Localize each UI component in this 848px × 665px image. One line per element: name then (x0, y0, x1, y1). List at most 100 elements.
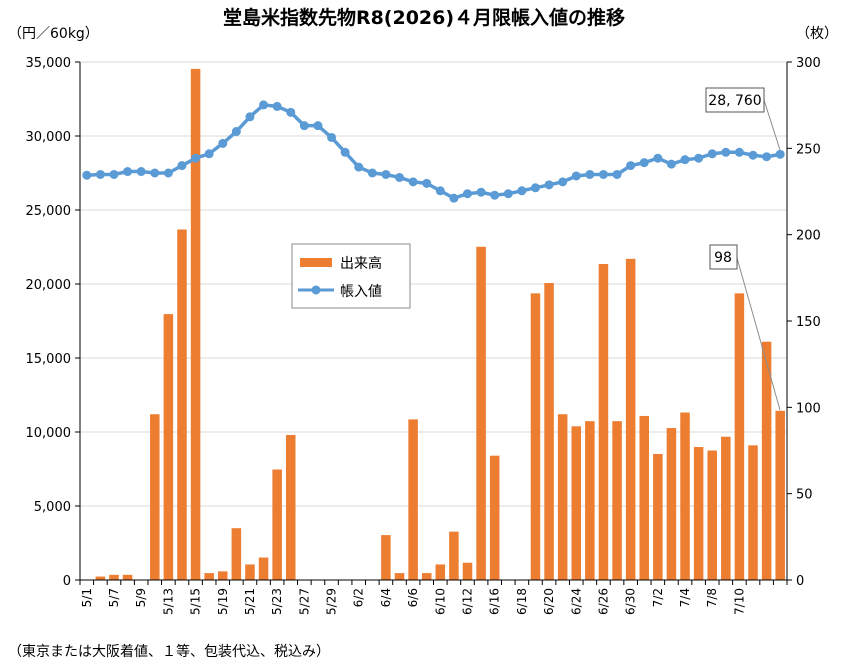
right-tick-label: 250 (796, 142, 821, 157)
settlement-point (544, 180, 554, 190)
x-tick-label: 5/23 (270, 588, 284, 615)
footnote: （東京または大阪着値、１等、包装代込、税込み） (8, 643, 330, 660)
callout-leader-price (763, 99, 781, 151)
settlement-point (449, 193, 459, 203)
legend-label-volume: 出来高 (340, 255, 382, 272)
volume-bar (625, 258, 636, 580)
volume-bar (761, 341, 772, 580)
settlement-point (653, 153, 663, 163)
callout-price: 28, 760 (708, 93, 761, 109)
volume-bar (449, 531, 459, 580)
x-tick-label: 5/7 (107, 588, 121, 607)
left-tick-label: 20,000 (26, 278, 72, 293)
volume-bar (218, 571, 228, 580)
settlement-line-path (86, 103, 781, 200)
volume-bar (462, 562, 473, 580)
volume-bar (408, 419, 418, 580)
right-tick-label: 100 (796, 401, 821, 416)
volume-bar (204, 573, 214, 580)
settlement-point (707, 149, 717, 159)
settlement-point (476, 187, 486, 197)
settlement-point (259, 100, 269, 110)
x-tick-label: 7/4 (678, 588, 692, 607)
left-tick-label: 30,000 (26, 130, 72, 145)
chart-title: 堂島米指数先物R8(2026)４月限帳入値の推移 (223, 6, 625, 29)
volume-bar (721, 436, 731, 580)
x-tick-label: 6/12 (460, 588, 474, 615)
legend-marker-icon (311, 285, 321, 295)
x-tick-labels: 5/1 5/7 5/9 5/13 5/15 5/19 5/21 5/23 5/27 5/29 6/2… (80, 588, 747, 615)
settlement-point (490, 190, 500, 200)
legend-box (291, 243, 411, 309)
settlement-point (354, 162, 364, 172)
settlement-point (123, 167, 133, 177)
volume-bar (163, 314, 174, 580)
volume-bar (707, 450, 717, 580)
settlement-point (558, 177, 568, 187)
settlement-line (82, 100, 785, 203)
volume-bar (775, 410, 785, 580)
x-tick-label: 6/20 (542, 588, 556, 615)
left-tick-label: 5,000 (34, 500, 71, 515)
volume-bar (381, 535, 391, 580)
settlement-point (462, 189, 472, 199)
settlement-point (734, 147, 744, 157)
settlement-point (367, 168, 377, 178)
x-tick-label: 5/19 (216, 588, 230, 615)
settlement-point (231, 127, 241, 137)
settlement-point (82, 170, 92, 180)
callout-leader-volume (736, 257, 781, 411)
settlement-point (191, 153, 201, 163)
settlement-point (245, 112, 255, 122)
settlement-point (422, 178, 432, 188)
left-tick-label: 25,000 (26, 204, 72, 219)
x-tick-label: 5/1 (80, 588, 94, 607)
settlement-point (218, 138, 228, 148)
settlement-point (204, 149, 214, 159)
volume-bar (231, 528, 242, 580)
volume-bar (653, 453, 663, 580)
volume-bar (190, 68, 201, 580)
x-tick-label: 5/9 (134, 588, 148, 607)
settlement-point (680, 155, 690, 165)
x-tick-label: 5/27 (297, 588, 311, 615)
volume-bar (95, 576, 106, 580)
settlement-point (748, 150, 758, 160)
settlement-point (408, 177, 418, 187)
x-tick-label: 6/16 (488, 588, 502, 615)
left-tick-label: 35,000 (26, 56, 72, 71)
settlement-point (340, 147, 350, 157)
settlement-point (517, 186, 527, 196)
volume-bar (109, 574, 119, 580)
volume-bars (95, 68, 785, 580)
volume-bar (557, 414, 568, 580)
settlement-point (694, 153, 704, 163)
settlement-point (435, 186, 445, 196)
volume-bar (476, 246, 486, 580)
x-tick-label: 7/2 (651, 588, 665, 607)
volume-bar (489, 455, 500, 580)
legend-label-settlement: 帳入値 (340, 284, 382, 300)
settlement-point (177, 161, 187, 171)
left-tick-label: 0 (63, 574, 71, 589)
volume-bar (150, 414, 160, 580)
settlement-point (503, 189, 513, 199)
volume-bar (530, 293, 541, 580)
callout-box-volume (709, 244, 738, 270)
settlement-point (585, 169, 595, 179)
x-tick-label: 5/29 (325, 588, 339, 615)
right-tick-label: 150 (796, 315, 821, 330)
settlement-point (666, 159, 676, 169)
settlement-point (327, 132, 337, 142)
volume-bar (748, 445, 758, 580)
x-tick-label: 6/30 (624, 588, 638, 615)
settlement-point (313, 121, 323, 131)
settlement-point (299, 121, 309, 131)
x-tick-label: 6/2 (352, 588, 366, 607)
right-axis-unit: （枚） (796, 26, 838, 42)
x-tick-label: 5/21 (243, 588, 257, 615)
right-tick-labels: 0 50 100 150 200 250 300 (787, 56, 821, 589)
x-tick-label: 6/26 (596, 588, 610, 615)
settlement-point (136, 167, 146, 177)
